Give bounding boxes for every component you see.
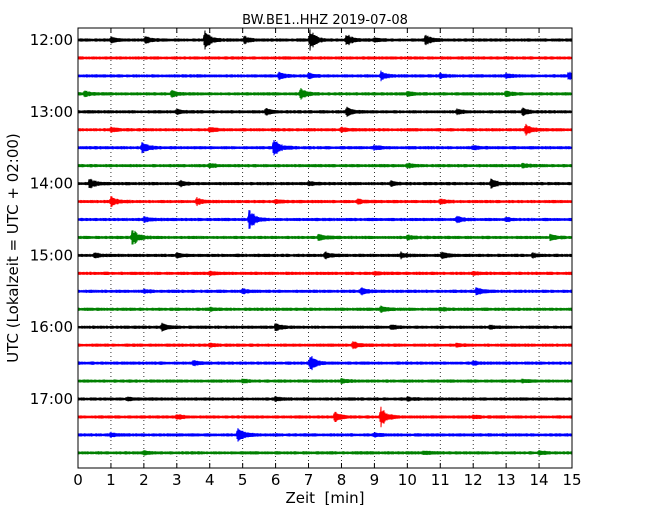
trace-1645 — [77, 378, 573, 385]
trace-1200 — [77, 29, 573, 51]
trace-1245 — [77, 88, 573, 100]
x-tick-label: 8 — [337, 471, 347, 489]
trace-1500 — [77, 251, 573, 260]
x-tick-label: 2 — [139, 471, 149, 489]
trace-1430 — [77, 210, 573, 229]
trace-1700 — [77, 395, 573, 403]
trace-1545 — [77, 305, 573, 313]
trace-1415 — [77, 195, 573, 208]
trace-1400 — [77, 178, 573, 189]
y-tick-label: 16:00 — [30, 318, 73, 336]
x-tick-label: 7 — [304, 471, 314, 489]
y-tick-label: 15:00 — [30, 246, 73, 264]
y-axis-label: UTC (Lokalzeit = UTC + 02:00) — [4, 133, 22, 363]
y-tick-label: 17:00 — [30, 390, 73, 408]
x-tick-label: 4 — [205, 471, 215, 489]
x-tick-label: 14 — [530, 471, 549, 489]
x-grid — [110, 28, 540, 468]
x-tick-label: 12 — [464, 471, 483, 489]
trace-1745 — [77, 449, 573, 456]
x-tick-label: 6 — [271, 471, 281, 489]
trace-1215 — [77, 56, 573, 60]
y-tick-label: 13:00 — [30, 103, 73, 121]
trace-1730 — [77, 428, 573, 442]
x-tick-label: 15 — [562, 471, 581, 489]
x-tick-label: 11 — [431, 471, 450, 489]
x-tick-label: 0 — [73, 471, 83, 489]
trace-1715 — [77, 406, 573, 428]
y-tick-label: 12:00 — [30, 31, 73, 49]
trace-1315 — [77, 123, 573, 136]
x-tick-label: 10 — [398, 471, 417, 489]
plot-frame — [77, 27, 573, 469]
y-axis: 12:00 13:00 14:00 15:00 16:00 17:00 — [30, 31, 572, 408]
trace-1330 — [77, 139, 573, 156]
trace-1300 — [77, 106, 573, 117]
x-axis-label: Zeit [min] — [285, 489, 364, 507]
x-tick-label: 9 — [370, 471, 380, 489]
traces — [77, 29, 573, 456]
trace-1615 — [77, 341, 573, 350]
y-tick-label: 14:00 — [30, 175, 73, 193]
x-tick-label: 5 — [238, 471, 248, 489]
trace-1445 — [77, 230, 573, 245]
trace-1515 — [77, 270, 573, 276]
trace-1530 — [77, 287, 573, 296]
trace-1600 — [77, 322, 573, 332]
x-tick-label: 3 — [172, 471, 182, 489]
trace-1230 — [77, 70, 573, 82]
x-tick-label: 13 — [497, 471, 516, 489]
x-tick-label: 1 — [106, 471, 116, 489]
chart-title: BW.BE1..HHZ 2019-07-08 — [242, 13, 408, 28]
trace-1630 — [77, 356, 573, 371]
trace-1345 — [77, 162, 573, 169]
x-axis: 0 1 2 3 4 5 6 7 8 9 10 11 12 13 14 15 — [73, 28, 582, 489]
